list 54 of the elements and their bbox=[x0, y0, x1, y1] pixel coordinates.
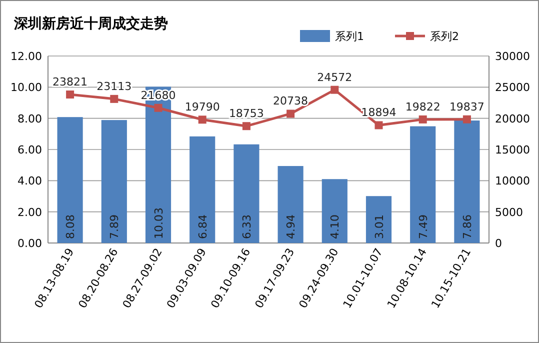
data-label: 24572 bbox=[317, 70, 352, 84]
point bbox=[286, 110, 295, 118]
y2-tick-label: 20000 bbox=[495, 112, 530, 126]
data-label: 4.94 bbox=[284, 214, 298, 239]
data-label: 23821 bbox=[52, 76, 88, 89]
data-label: 19790 bbox=[184, 100, 220, 114]
point bbox=[198, 116, 206, 124]
bar bbox=[322, 179, 348, 243]
y-tick-label: 6.00 bbox=[18, 144, 42, 156]
data-label: 18753 bbox=[228, 107, 264, 120]
y-tick-label: 2.00 bbox=[18, 206, 42, 219]
data-label: 4.10 bbox=[328, 214, 342, 239]
point bbox=[330, 86, 339, 94]
bar bbox=[366, 196, 392, 243]
y2-tick-label: 10000 bbox=[495, 174, 530, 188]
point bbox=[418, 115, 427, 124]
y-tick-label: 4.00 bbox=[18, 174, 42, 188]
data-label: 7.86 bbox=[460, 214, 474, 239]
data-label: 19837 bbox=[449, 100, 484, 114]
point bbox=[154, 104, 162, 112]
y2-tick-label: 25000 bbox=[495, 81, 530, 94]
point bbox=[242, 122, 250, 130]
chart-title: 深圳新房近十周成交走势 bbox=[13, 15, 168, 32]
bar bbox=[101, 120, 127, 243]
data-label: 19822 bbox=[405, 100, 440, 114]
point bbox=[66, 90, 74, 99]
data-label: 6.33 bbox=[240, 214, 254, 239]
point bbox=[110, 94, 118, 103]
point bbox=[462, 115, 471, 124]
point bbox=[374, 121, 383, 130]
data-label: 10.03 bbox=[152, 208, 166, 239]
y2-tick-label: 5000 bbox=[495, 206, 523, 219]
bar bbox=[190, 136, 216, 243]
data-label: 8.08 bbox=[64, 214, 78, 239]
y-tick-label: 10.00 bbox=[10, 81, 42, 94]
y-tick-label: 8.00 bbox=[18, 112, 42, 126]
data-label: 6.84 bbox=[196, 214, 210, 239]
y-tick-label: 12.00 bbox=[10, 50, 42, 63]
bar bbox=[278, 166, 304, 243]
y2-tick-label: 0 bbox=[495, 237, 502, 250]
bar bbox=[410, 126, 436, 243]
data-label: 7.49 bbox=[416, 214, 430, 239]
bar bbox=[57, 117, 83, 243]
y-tick-label: 0.00 bbox=[18, 237, 42, 250]
legend-label: 系列1 bbox=[335, 30, 364, 43]
data-label: 20738 bbox=[273, 94, 308, 108]
data-label: 3.01 bbox=[372, 214, 386, 239]
bar bbox=[454, 120, 480, 243]
data-label: 7.89 bbox=[108, 214, 122, 239]
y2-tick-label: 15000 bbox=[495, 144, 530, 156]
y2-tick-label: 30000 bbox=[495, 50, 530, 63]
data-label: 23113 bbox=[96, 80, 132, 93]
legend-label: 系列2 bbox=[430, 30, 459, 43]
bar bbox=[234, 144, 260, 243]
